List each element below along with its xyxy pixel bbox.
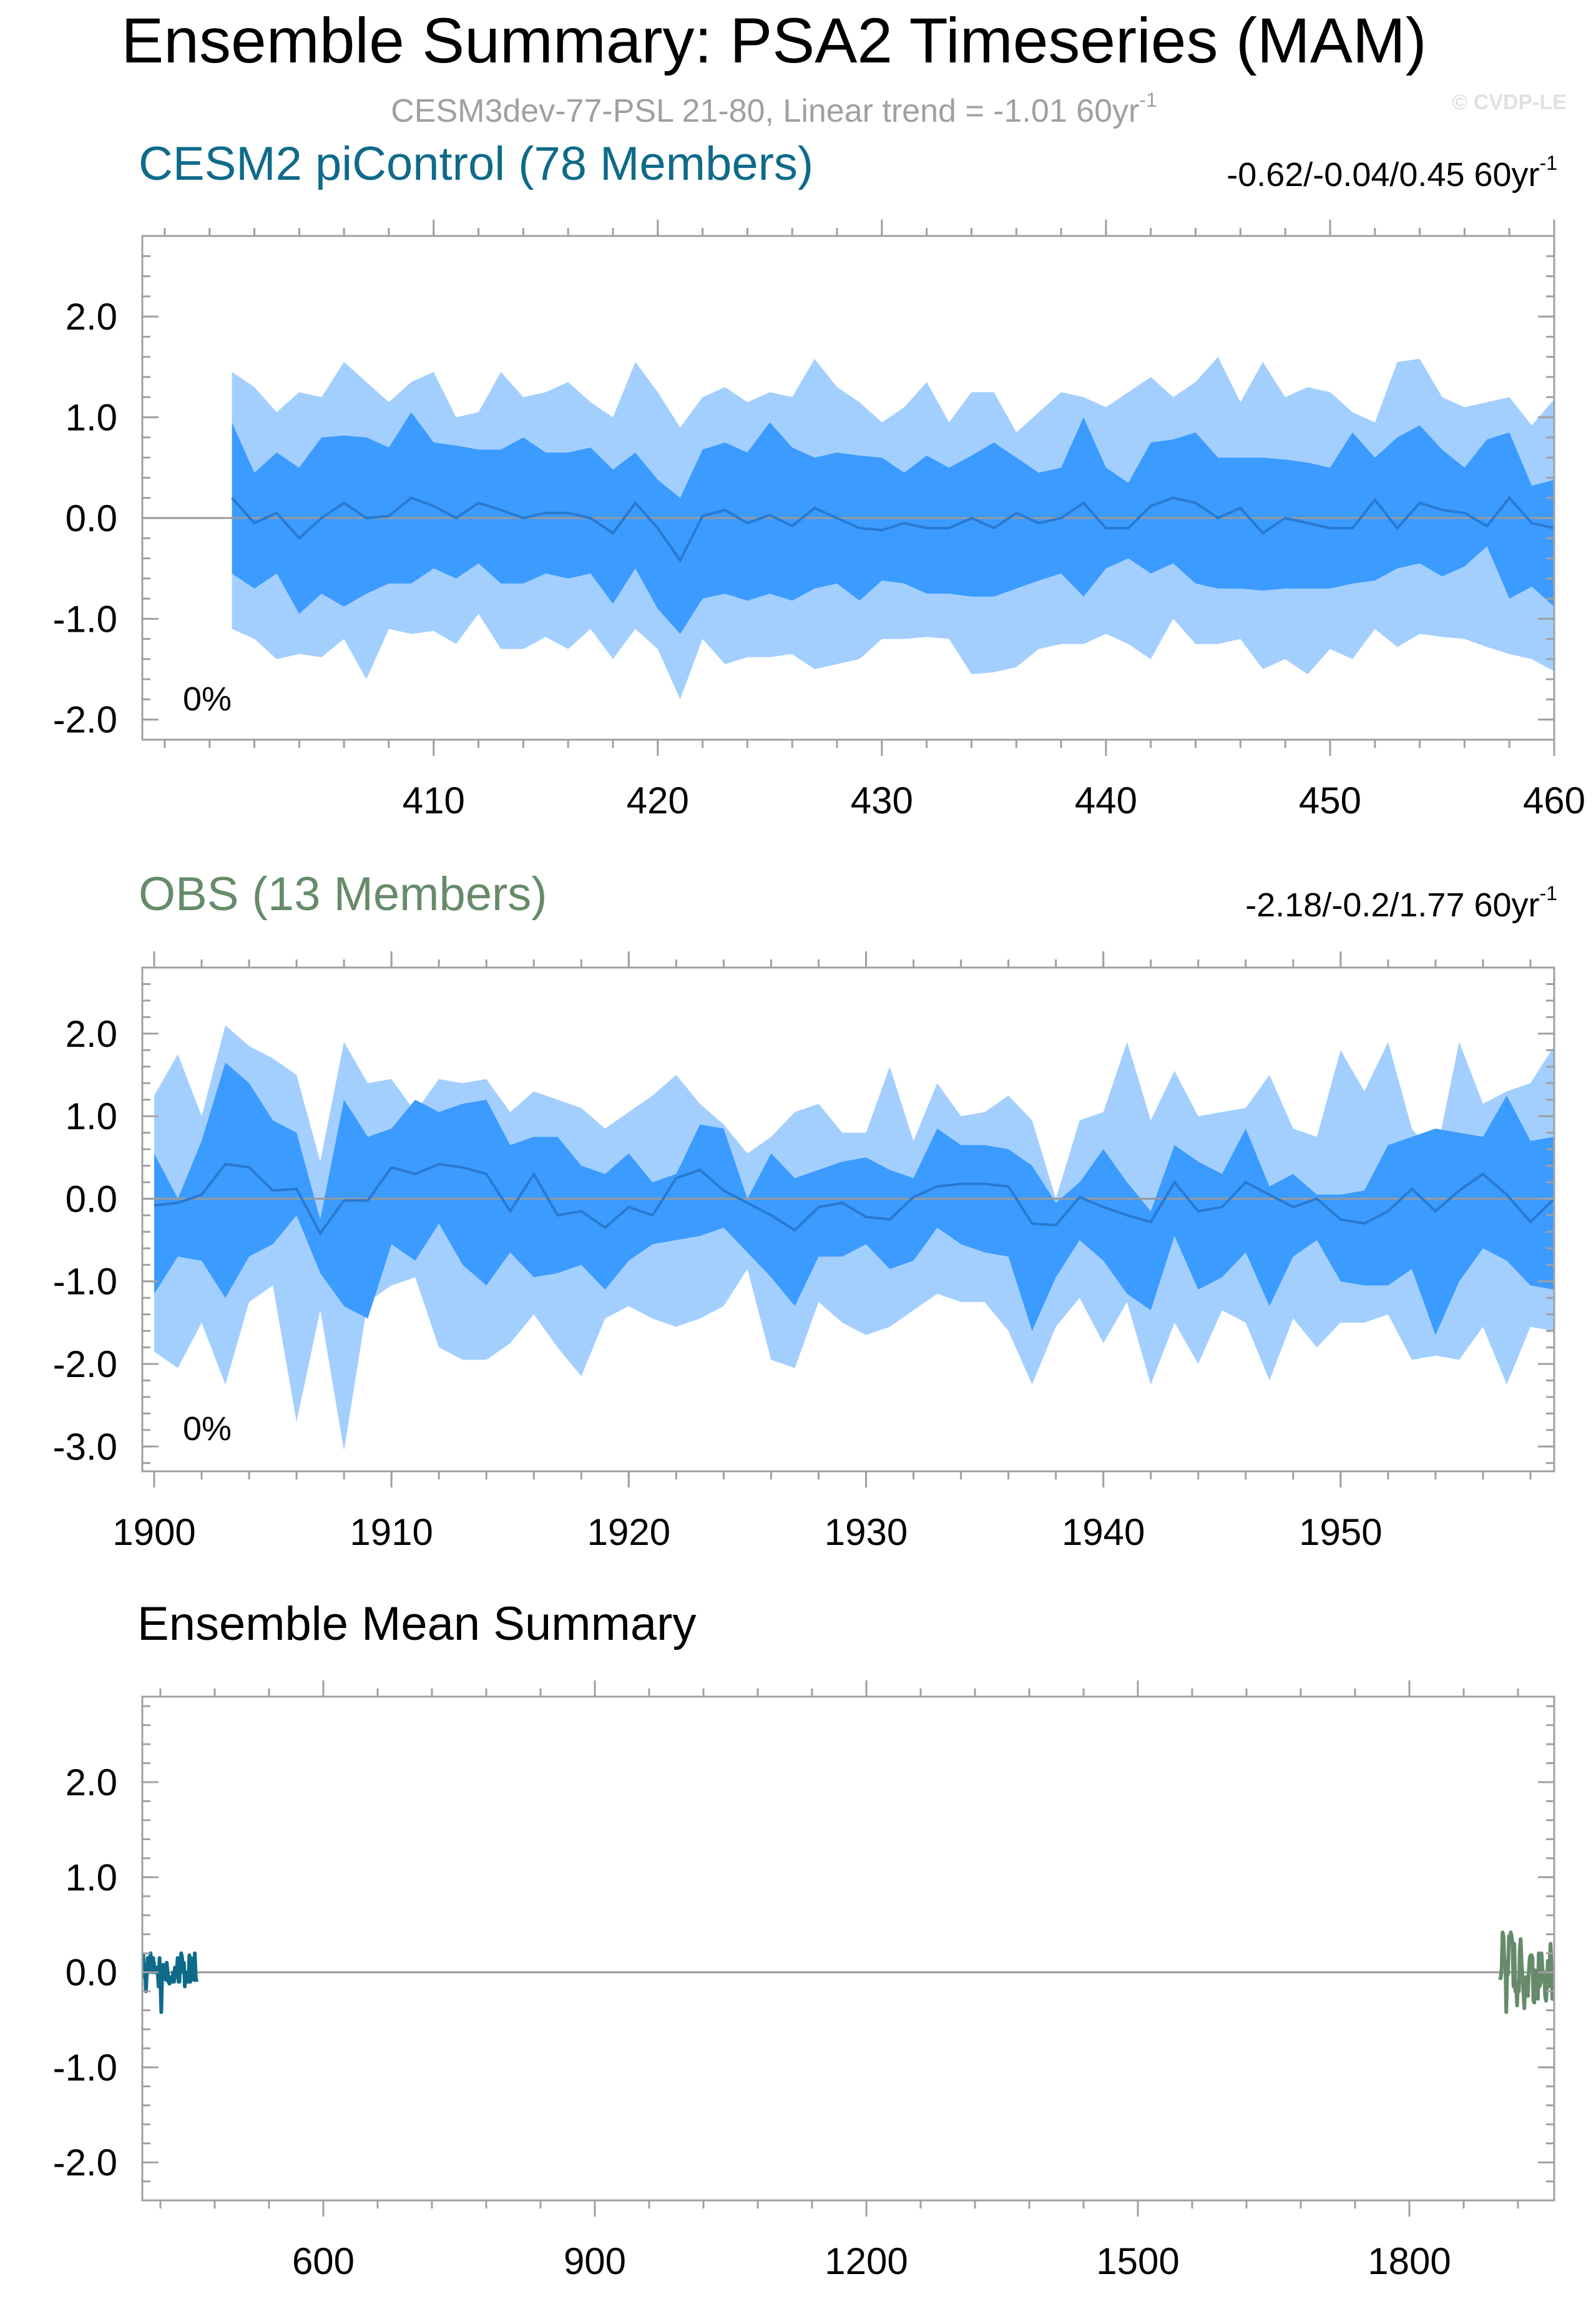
panel-summary-title: Ensemble Mean Summary [137, 1597, 696, 1650]
panel-cesm-trend: -0.62/-0.04/0.45 60yr-1 [1226, 152, 1557, 194]
panel-cesm-title: CESM2 piControl (78 Members) [139, 137, 813, 190]
panel-obs-trend-sup: -1 [1540, 882, 1557, 905]
x-tick-label: 1950 [1299, 1511, 1382, 1553]
x-tick-label: 1500 [1096, 2240, 1179, 2282]
ensemble-mean-line [154, 1162, 1555, 1236]
watermark: © CVDP-LE [1452, 91, 1567, 114]
y-tick-label: -2.0 [53, 699, 117, 741]
x-tick-label: 430 [851, 780, 913, 821]
plot-frame [141, 966, 1555, 1473]
x-tick-label: 410 [403, 780, 465, 821]
figure-subtitle: CESM3dev-77-PSL 21-80, Linear trend = -1… [391, 89, 1157, 129]
y-tick-label: 0.0 [66, 498, 117, 539]
figure-title: Ensemble Summary: PSA2 Timeseries (MAM) [121, 5, 1427, 76]
y-tick-label: -1.0 [53, 2047, 117, 2089]
y-tick-label: -2.0 [53, 2142, 117, 2184]
panel-obs-trend: -2.18/-0.2/1.77 60yr-1 [1245, 882, 1557, 924]
y-tick-label: 0.0 [66, 1952, 117, 1994]
panel-obs: OBS (13 Members) -2.18/-0.2/1.77 60yr-1 … [53, 868, 1557, 1553]
y-tick-label: 1.0 [66, 397, 117, 439]
figure-subtitle-text: CESM3dev-77-PSL 21-80, Linear trend = -1… [391, 93, 1139, 129]
summary-series-cesm [141, 1951, 198, 2014]
figure-subtitle-sup: -1 [1139, 89, 1157, 111]
x-tick-label: 440 [1075, 780, 1137, 821]
x-tick-label: 1920 [587, 1511, 670, 1553]
panel-cesm-percent: 0% [183, 680, 232, 718]
x-tick-label: 1930 [825, 1511, 908, 1553]
panel-obs-title: OBS (13 Members) [139, 868, 547, 921]
inner-percentile-band [232, 412, 1554, 634]
panel-ensemble-mean-summary: Ensemble Mean Summary 2.0 1.0 0.0 -1.0 -2.0 6… [53, 1597, 1555, 2282]
x-tick-label: 900 [564, 2240, 626, 2282]
plot-frame [141, 1695, 1555, 2202]
y-tick-label: -2.0 [53, 1343, 117, 1385]
y-tick-label: 2.0 [66, 296, 117, 338]
panel-cesm-trend-sup: -1 [1540, 152, 1557, 174]
y-tick-label: 2.0 [66, 1013, 117, 1055]
panel-obs-percent: 0% [183, 1410, 232, 1448]
x-tick-label: 1200 [825, 2240, 908, 2282]
x-tick-label: 1900 [112, 1511, 195, 1553]
x-tick-label: 1940 [1062, 1511, 1145, 1553]
x-tick-label: 460 [1523, 780, 1585, 821]
x-tick-label: 420 [627, 780, 689, 821]
y-tick-label: 0.0 [66, 1178, 117, 1220]
y-tick-label: 1.0 [66, 1096, 117, 1137]
summary-series-obs [1498, 1930, 1555, 2014]
y-tick-label: -1.0 [53, 1261, 117, 1303]
y-tick-label: 2.0 [66, 1762, 117, 1803]
x-tick-label: 1910 [350, 1511, 433, 1553]
y-tick-label: 1.0 [66, 1856, 117, 1898]
x-tick-label: 1800 [1368, 2240, 1451, 2282]
panel-cesm2-picontrol: CESM2 piControl (78 Members) -0.62/-0.04… [53, 137, 1585, 821]
panel-cesm-trend-text: -0.62/-0.04/0.45 60yr [1226, 156, 1539, 194]
x-tick-label: 600 [292, 2240, 355, 2282]
y-tick-label: -1.0 [53, 598, 117, 640]
y-tick-label: -3.0 [53, 1426, 117, 1468]
ensemble-mean-line [231, 496, 1555, 563]
panel-obs-trend-text: -2.18/-0.2/1.77 60yr [1245, 886, 1539, 924]
plot-frame [141, 235, 1555, 741]
x-tick-label: 450 [1299, 780, 1361, 821]
